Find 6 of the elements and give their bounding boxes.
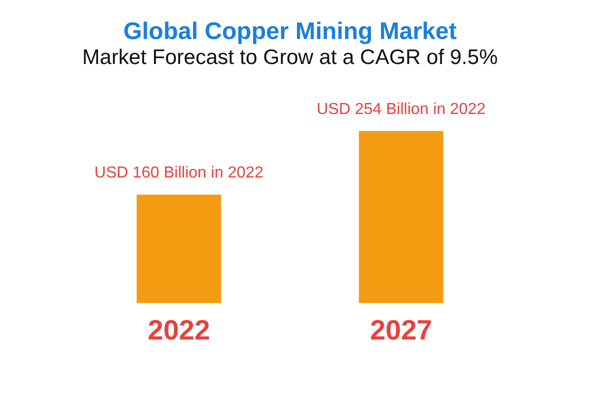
x-tick-label: 2027 xyxy=(370,314,432,346)
chart-title: Global Copper Mining Market xyxy=(123,18,457,45)
chart-subtitle: Market Forecast to Grow at a CAGR of 9.5% xyxy=(82,46,498,69)
data-label: USD 254 Billion in 2022 xyxy=(316,101,486,118)
x-tick-label: 2022 xyxy=(148,314,210,346)
data-label: USD 160 Billion in 2022 xyxy=(94,164,264,182)
